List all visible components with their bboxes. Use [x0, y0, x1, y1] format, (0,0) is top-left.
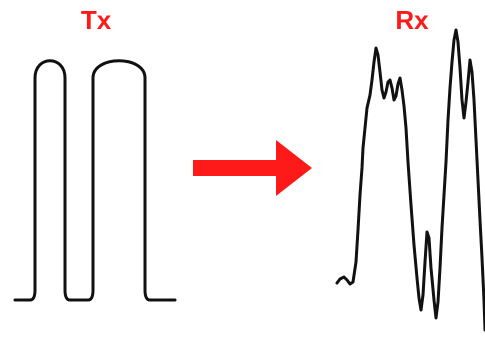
- arrow-shaft: [193, 160, 278, 176]
- arrow-icon: [193, 140, 312, 196]
- rx-label: Rx: [395, 5, 429, 35]
- tx-waveform: [13, 59, 177, 302]
- arrow-head: [276, 140, 312, 196]
- rx-waveform: [335, 28, 485, 332]
- tx-label: Tx: [81, 5, 112, 35]
